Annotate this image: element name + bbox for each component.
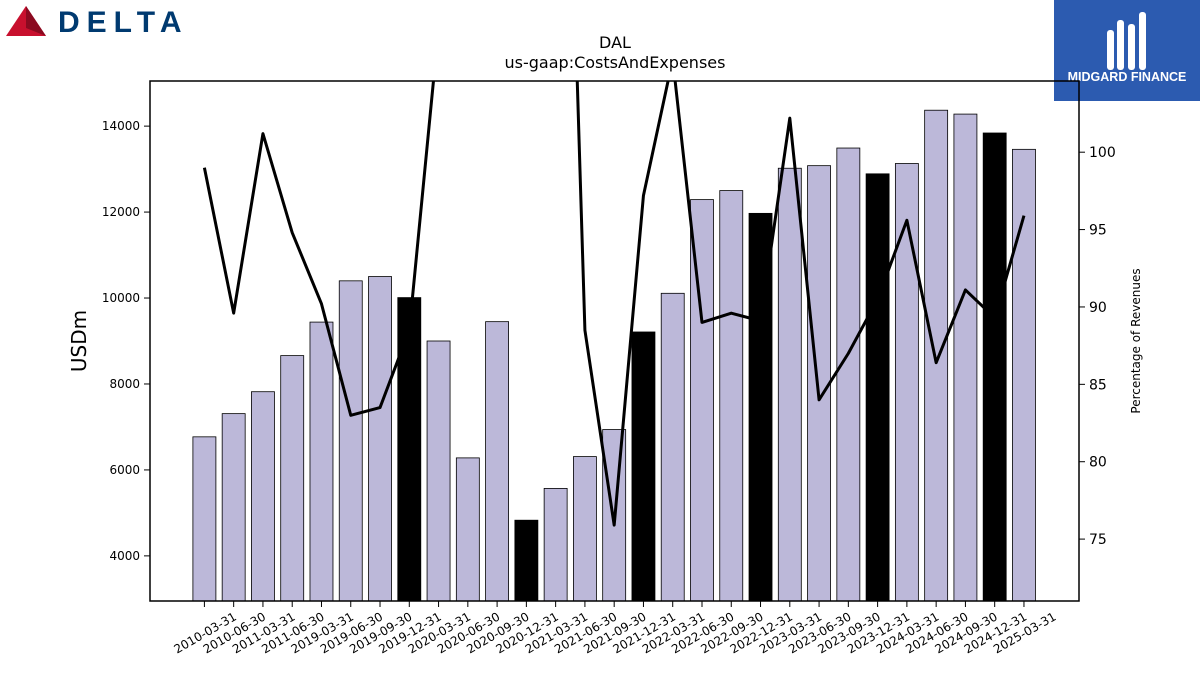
y-axis-ticks: 4000 6000 8000 10000 12000 14000 bbox=[102, 119, 150, 563]
midgard-mark-icon bbox=[1107, 12, 1146, 70]
bar-2023-12-31 bbox=[865, 173, 890, 602]
bar-2021-12-31 bbox=[631, 331, 656, 602]
y2-tick-label: 75 bbox=[1089, 532, 1107, 548]
line-series bbox=[202, 81, 1026, 527]
y-tick-label: 14000 bbox=[102, 119, 140, 133]
y2-axis-ticks: 75 80 85 90 95 100 bbox=[1079, 145, 1116, 548]
chart-title: DAL bbox=[599, 33, 631, 52]
y2-axis-label: Percentage of Revenues bbox=[1129, 268, 1143, 413]
x-axis-ticks: 2010-03-312010-06-302011-03-312011-06-30… bbox=[171, 601, 1058, 656]
bar-2022-09-30 bbox=[719, 190, 744, 602]
bar-2021-03-31 bbox=[543, 487, 568, 602]
delta-logo: DELTA bbox=[6, 6, 189, 39]
bar-2010-06-30 bbox=[221, 413, 246, 602]
y2-tick-label: 80 bbox=[1089, 455, 1107, 471]
bar-2020-03-31 bbox=[426, 340, 451, 602]
bar-series bbox=[192, 109, 1036, 602]
y2-tick-label: 100 bbox=[1089, 145, 1116, 161]
y-tick-label: 8000 bbox=[109, 377, 140, 391]
bar-2019-09-30 bbox=[368, 276, 392, 602]
bar-2019-06-30 bbox=[338, 280, 363, 602]
y2-tick-label: 85 bbox=[1089, 377, 1107, 393]
y2-tick-label: 95 bbox=[1089, 223, 1107, 239]
bar-2023-09-30 bbox=[836, 147, 861, 602]
delta-logo-text: DELTA bbox=[58, 6, 189, 39]
bar-2020-09-30 bbox=[485, 321, 510, 602]
y-tick-label: 12000 bbox=[102, 205, 140, 219]
bar-2020-06-30 bbox=[455, 457, 480, 602]
bar-2024-03-31 bbox=[894, 163, 919, 602]
bar-2019-12-31 bbox=[397, 297, 422, 602]
delta-triangle-shade-icon bbox=[26, 6, 46, 36]
y2-tick-label: 90 bbox=[1089, 300, 1107, 316]
bar-2011-06-30 bbox=[280, 355, 305, 602]
midgard-logo-text: MIDGARD FINANCE bbox=[1068, 70, 1187, 84]
y-axis-label: USDm bbox=[67, 310, 91, 372]
bar-2022-03-31 bbox=[660, 292, 685, 602]
y-tick-label: 10000 bbox=[102, 291, 140, 305]
bar-2019-03-31 bbox=[309, 321, 334, 602]
chart-subtitle: us-gaap:CostsAndExpenses bbox=[505, 53, 726, 72]
percentage-of-revenues-line bbox=[202, 81, 1026, 527]
bar-2023-06-30 bbox=[807, 165, 831, 602]
bar-2021-06-30 bbox=[573, 456, 597, 602]
bar-2010-03-31 bbox=[192, 436, 217, 602]
bar-2020-12-31 bbox=[514, 519, 539, 602]
bar-2011-03-31 bbox=[251, 391, 275, 602]
bar-2023-03-31 bbox=[777, 167, 802, 602]
bar-2024-09-30 bbox=[953, 113, 978, 602]
y-tick-label: 4000 bbox=[109, 549, 140, 563]
bar-2024-12-31 bbox=[982, 132, 1007, 602]
y-tick-label: 6000 bbox=[109, 463, 140, 477]
